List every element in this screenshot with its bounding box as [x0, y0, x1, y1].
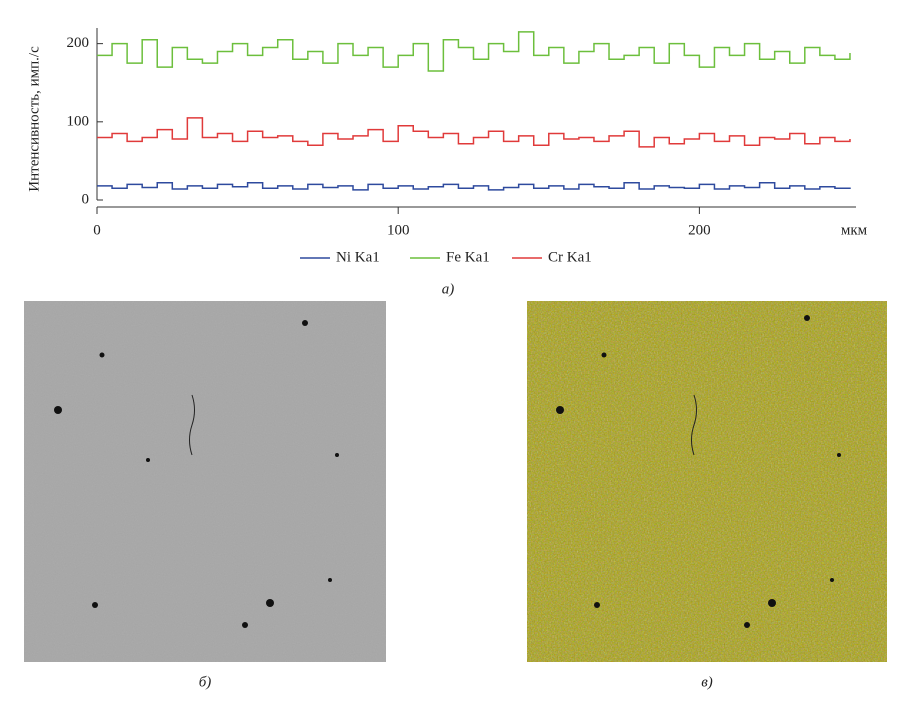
legend-label: Fe Ka1 [446, 249, 490, 265]
series-line [97, 31, 851, 72]
series-line [97, 182, 851, 191]
legend-label: Ni Ka1 [336, 249, 380, 265]
element-map [527, 301, 887, 662]
x-axis-label: мкм [841, 222, 868, 238]
x-tick-label: 100 [387, 222, 410, 238]
y-tick-label: 0 [82, 191, 90, 207]
caption: в) [701, 674, 713, 690]
chart: 0 100 200 0 100 200 мкм Интенсивность, имп./с Ni… [26, 28, 868, 265]
x-tick-label: 0 [93, 222, 101, 238]
caption: б) [199, 674, 212, 690]
y-axis-label: Интенсивность, имп./с [26, 46, 42, 192]
x-tick-label: 200 [688, 222, 711, 238]
legend-label: Cr Ka1 [548, 249, 592, 265]
caption: а) [442, 281, 455, 297]
y-tick-label: 100 [67, 113, 90, 129]
micrograph [24, 301, 386, 662]
y-tick-label: 200 [67, 35, 90, 51]
series-line [97, 117, 851, 148]
